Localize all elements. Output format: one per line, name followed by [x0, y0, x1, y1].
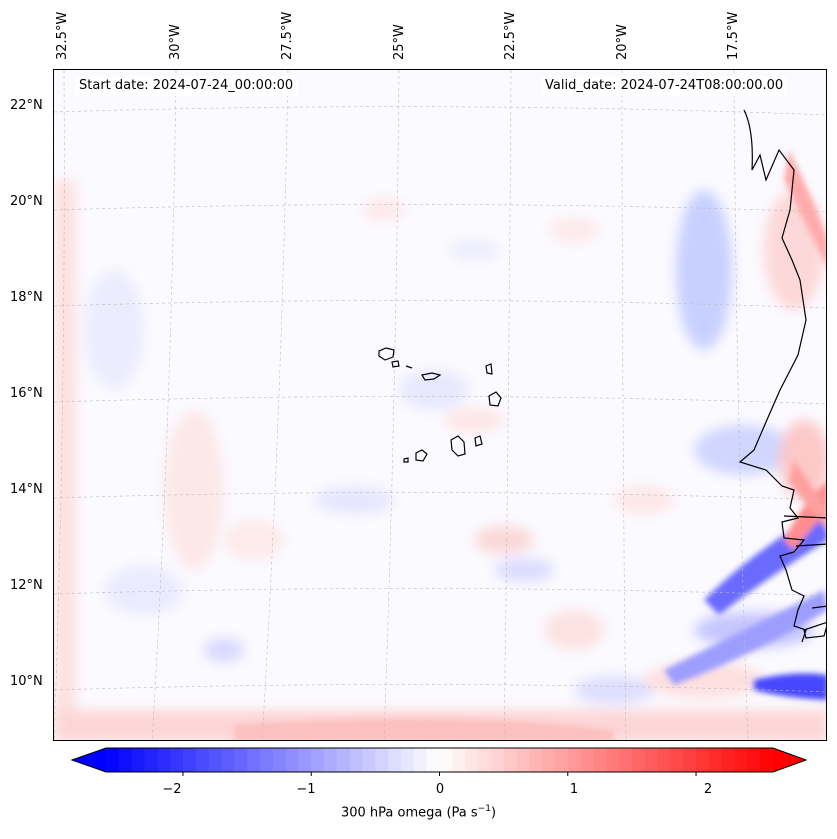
- lon-label: 27.5°W: [280, 11, 295, 60]
- colorbar-swatch: [272, 748, 287, 772]
- colorbar-swatch: [439, 748, 453, 772]
- strong-omega-bands: [234, 150, 826, 740]
- lat-label: 20°N: [10, 194, 43, 209]
- lat-label: 10°N: [10, 674, 43, 689]
- colorbar: [70, 747, 808, 776]
- colorbar-swatch: [106, 748, 120, 772]
- colorbar-swatch: [298, 748, 312, 772]
- lon-label: 22.5°W: [503, 11, 518, 60]
- colorbar-outline: [70, 747, 808, 773]
- colorbar-swatch: [631, 748, 646, 772]
- colorbar-swatch: [388, 748, 402, 772]
- colorbar-tick-label: −2: [162, 782, 182, 797]
- lat-label: 16°N: [10, 386, 43, 401]
- lat-label: 22°N: [10, 98, 43, 113]
- colorbar-swatch: [490, 748, 505, 772]
- colorbar-swatches: [70, 747, 808, 773]
- lat-label: 18°N: [10, 290, 43, 305]
- colorbar-tick-label: 0: [435, 782, 445, 797]
- colorbar-extend-min: [72, 748, 106, 772]
- colorbar-extend-max: [773, 748, 806, 772]
- colorbar-swatch: [247, 748, 261, 772]
- lon-label: 17.5°W: [726, 11, 741, 60]
- lon-label: 20°W: [615, 24, 630, 60]
- lon-label: 25°W: [392, 24, 407, 60]
- colorbar-swatch: [452, 748, 466, 772]
- omega-field: [54, 70, 826, 740]
- lon-label: 30°W: [168, 24, 183, 60]
- colorbar-swatch: [401, 748, 415, 772]
- colorbar-swatch: [708, 748, 723, 772]
- colorbar-swatch: [118, 748, 133, 772]
- omega-contours: [54, 180, 826, 740]
- colorbar-swatch: [734, 748, 748, 772]
- colorbar-swatch: [324, 748, 338, 772]
- colorbar-swatch: [593, 748, 607, 772]
- colorbar-swatch: [683, 748, 697, 772]
- colorbar-swatch: [696, 748, 710, 772]
- colorbar-swatch: [311, 748, 325, 772]
- colorbar-swatch: [477, 748, 492, 772]
- colorbar-swatch: [503, 748, 518, 772]
- colorbar-swatch: [336, 748, 351, 772]
- colorbar-swatch: [567, 748, 582, 772]
- colorbar-swatch: [580, 748, 595, 772]
- colorbar-swatch: [760, 748, 774, 772]
- colorbar-swatch: [349, 748, 364, 772]
- colorbar-ticks: [182, 772, 697, 776]
- colorbar-tick-label: 1: [569, 782, 579, 797]
- colorbar-swatch: [747, 748, 761, 772]
- colorbar-swatch: [131, 748, 146, 772]
- lon-label: 32.5°W: [55, 11, 70, 60]
- colorbar-swatch: [670, 748, 684, 772]
- colorbar-swatch: [542, 748, 556, 772]
- map-panel[interactable]: [53, 69, 827, 741]
- colorbar-swatch: [195, 748, 210, 772]
- colorbar-swatch: [554, 748, 569, 772]
- coastline-detail: [783, 515, 826, 639]
- colorbar-label: 300 hPa omega (Pa s−1): [0, 804, 837, 820]
- colorbar-swatch: [170, 748, 184, 772]
- colorbar-swatch: [426, 748, 441, 772]
- start-date-label: Start date: 2024-07-24_00:00:00: [75, 76, 298, 96]
- colorbar-swatch: [182, 748, 197, 772]
- colorbar-swatch: [529, 748, 543, 772]
- colorbar-swatch: [259, 748, 274, 772]
- cape-verde-islands: [378, 347, 502, 463]
- colorbar-swatch: [362, 748, 376, 772]
- colorbar-swatch: [375, 748, 389, 772]
- valid-date-label: Valid_date: 2024-07-24T08:00:00.00: [541, 76, 788, 96]
- colorbar-tick-label: −1: [296, 782, 316, 797]
- colorbar-tick-label: 2: [703, 782, 713, 797]
- colorbar-swatch: [144, 748, 158, 772]
- colorbar-swatch: [619, 748, 633, 772]
- colorbar-swatch: [221, 748, 235, 772]
- colorbar-swatch: [516, 748, 530, 772]
- colorbar-swatch: [644, 748, 659, 772]
- colorbar-swatch: [413, 748, 428, 772]
- graticule: [54, 70, 826, 740]
- colorbar-swatch: [721, 748, 736, 772]
- colorbar-swatch: [208, 748, 223, 772]
- colorbar-label-text: 300 hPa omega (Pa s: [340, 805, 478, 821]
- colorbar-swatch: [606, 748, 620, 772]
- colorbar-swatch: [157, 748, 171, 772]
- colorbar-label-close: ): [490, 805, 497, 821]
- african-coastline: [738, 109, 807, 643]
- lat-label: 12°N: [10, 578, 43, 593]
- lat-label: 14°N: [10, 482, 43, 497]
- colorbar-swatch: [285, 748, 300, 772]
- colorbar-swatch: [465, 748, 479, 772]
- colorbar-label-exponent: −1: [477, 804, 491, 814]
- colorbar-swatch: [657, 748, 671, 772]
- colorbar-swatch: [234, 748, 248, 772]
